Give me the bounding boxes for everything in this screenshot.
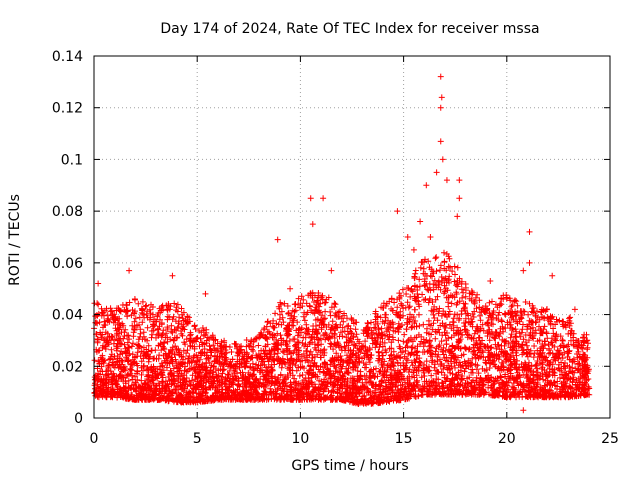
- y-axis-title: ROTI / TECUs: [7, 194, 23, 286]
- roti-point: [126, 267, 133, 274]
- roti-point: [443, 177, 450, 184]
- roti-point: [410, 246, 417, 253]
- y-tick-label: 0.04: [52, 308, 83, 324]
- roti-point: [287, 285, 294, 292]
- y-tick-label: 0.06: [52, 256, 83, 272]
- chart-title: Day 174 of 2024, Rate Of TEC Index for r…: [160, 21, 539, 37]
- tick-labels: 0 5 10 15 20 25 0 0.02 0.04 0.06 0.08 0.1 0.12 0.14: [52, 49, 619, 447]
- x-tick-label: 15: [395, 431, 413, 447]
- x-axis-title: GPS time / hours: [291, 458, 408, 474]
- roti-point: [437, 73, 444, 80]
- roti-point: [526, 228, 533, 235]
- roti-point: [571, 306, 578, 313]
- y-tick-label: 0.14: [52, 49, 83, 65]
- x-tick-label: 0: [90, 431, 99, 447]
- plot-frame: [93, 55, 611, 419]
- roti-point: [417, 218, 424, 225]
- data-points: [91, 73, 593, 414]
- x-tick-label: 5: [193, 431, 202, 447]
- x-tick-label: 25: [601, 431, 619, 447]
- roti-point: [520, 267, 527, 274]
- roti-point: [454, 213, 461, 220]
- roti-point: [95, 280, 102, 287]
- roti-point: [520, 407, 527, 414]
- y-tick-label: 0: [74, 411, 83, 427]
- y-tick-label: 0.02: [52, 359, 83, 375]
- roti-point: [320, 195, 327, 202]
- roti-point: [423, 182, 430, 189]
- roti-point: [439, 156, 446, 163]
- roti-point: [526, 259, 533, 266]
- grid-lines: [94, 56, 610, 418]
- y-tick-label: 0.1: [61, 152, 83, 168]
- roti-point: [437, 104, 444, 111]
- roti-scatter-cloud: [91, 249, 593, 407]
- y-tick-label: 0.12: [52, 101, 83, 117]
- roti-point: [404, 234, 411, 240]
- y-tick-label: 0.08: [52, 204, 83, 220]
- roti-point: [309, 221, 316, 228]
- axis-ticks: [93, 55, 611, 419]
- roti-point: [169, 272, 176, 279]
- roti-point: [549, 272, 556, 279]
- roti-point: [202, 290, 209, 297]
- roti-point: [394, 208, 401, 215]
- roti-point: [433, 169, 440, 176]
- roti-point: [456, 195, 463, 202]
- x-tick-label: 20: [498, 431, 516, 447]
- roti-point: [307, 195, 314, 202]
- roti-point: [456, 177, 463, 184]
- roti-point: [427, 234, 434, 240]
- roti-point: [328, 267, 335, 274]
- roti-point: [438, 94, 445, 101]
- roti-point: [274, 236, 281, 243]
- x-tick-label: 10: [291, 431, 309, 447]
- roti-point: [487, 277, 494, 284]
- roti-point: [437, 138, 444, 145]
